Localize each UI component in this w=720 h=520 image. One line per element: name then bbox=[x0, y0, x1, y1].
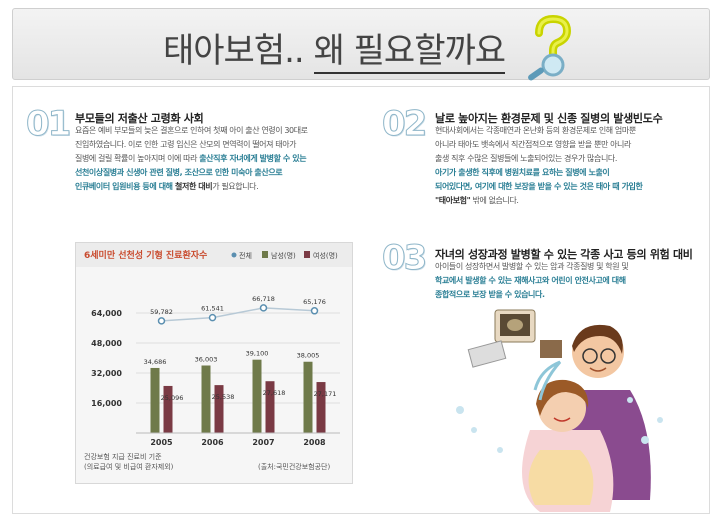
highlight-run: 출산직후 자녀에게 발병할 수 있는 bbox=[199, 154, 307, 163]
family-illustration bbox=[456, 309, 663, 512]
x-tick-label: 2005 bbox=[150, 438, 173, 447]
chart-svg: 6세미만 선천성 기형 진료환자수 전체 남성(명) 여성(명) 64,000 4… bbox=[76, 243, 352, 471]
highlight-run: 인큐베이터 입원비용 등에 대해 bbox=[75, 182, 176, 191]
x-tick-label: 2006 bbox=[201, 438, 224, 447]
text-run: 출생 직후 수많은 질병들에 노출되어있는 경우가 많습니다. bbox=[435, 154, 618, 163]
section-heading-02: 날로 높아지는 환경문제 및 신종 질병의 발생빈도수 bbox=[435, 112, 663, 125]
section-1-line: 진입하였습니다. 이로 인한 고령 임신은 산모의 면역력이 떨어져 태아가 bbox=[75, 138, 365, 152]
section-3-line: 아이들이 성장하면서 발병할 수 있는 암과 각종질병 및 학원 및 bbox=[435, 260, 690, 274]
question-magnifier-icon bbox=[528, 15, 572, 81]
y-tick-label: 48,000 bbox=[91, 339, 122, 348]
section-1-line: 질병에 걸릴 확률이 높아지며 이에 따라 출산직후 자녀에게 발병할 수 있는 bbox=[75, 152, 365, 166]
sparkle-dots bbox=[456, 397, 663, 453]
section-3-line: 학교에서 발생할 수 있는 재해사고와 어린이 안전사고에 대해 bbox=[435, 274, 690, 288]
bar-male bbox=[303, 361, 313, 433]
x-tick-label: 2008 bbox=[303, 438, 326, 447]
highlight-run: 학교에서 발생할 수 있는 재해사고와 어린이 안전사고에 대해 bbox=[435, 276, 626, 285]
section-2-line: 아기가 출생한 직후에 병원치료를 요하는 질병에 노출이 bbox=[435, 166, 685, 180]
header-banner: 태아보험.. 왜 필요할까요 bbox=[12, 8, 710, 81]
chart-source: (출처:국민건강보험공단) bbox=[258, 462, 330, 471]
highlight-run: 아기가 출생한 직후에 병원치료를 요하는 질병에 노출이 bbox=[435, 168, 610, 177]
highlight-run: 되어있다면, 여기에 대한 보장을 받을 수 있는 것은 태아 때 가입한 bbox=[435, 182, 643, 191]
keyboard bbox=[467, 340, 507, 368]
highlight-run: 선천이상질병과 신생아 관련 질병, 조산으로 인한 미숙아 출산으로 bbox=[75, 168, 283, 177]
section-1-line: 인큐베이터 입원비용 등에 대해 철저한 대비가 필요합니다. bbox=[75, 180, 365, 194]
text-run: 가 필요합니다. bbox=[212, 182, 259, 191]
bar-male-label: 36,003 bbox=[195, 355, 218, 363]
bar-female bbox=[265, 381, 275, 433]
bar-female-label: 27,171 bbox=[314, 390, 337, 398]
text-run: 요즘은 예비 부모들의 늦은 결혼으로 인하여 첫째 아이 출산 연령이 30대… bbox=[75, 126, 308, 135]
section-2-line: 출생 직후 수많은 질병들에 노출되어있는 경우가 많습니다. bbox=[435, 152, 685, 166]
legend-total-marker bbox=[231, 252, 237, 258]
bar-female bbox=[316, 382, 326, 433]
text-run: 밖에 없습니다. bbox=[470, 196, 519, 205]
section-2-line: "태아보험" 밖에 없습니다. bbox=[435, 194, 685, 208]
text-run: 현대사회에서는 각종매연과 온난화 등의 환경문제로 인해 엄마뿐 bbox=[435, 126, 636, 135]
total-label: 65,176 bbox=[303, 298, 326, 306]
legend-female: 여성(명) bbox=[313, 251, 338, 260]
bar-male-label: 39,100 bbox=[246, 350, 269, 358]
bar-female-label: 25,538 bbox=[212, 393, 235, 401]
section-number-03: 03 bbox=[381, 238, 427, 279]
highlight-run: 종합적으로 보장 받을 수 있습니다. bbox=[435, 290, 545, 299]
bar-male bbox=[150, 367, 160, 433]
section-2-line: 현대사회에서는 각종매연과 온난화 등의 환경문제로 인해 엄마뿐 bbox=[435, 124, 685, 138]
title-part2: 왜 필요할까요 bbox=[313, 31, 506, 74]
section-3-line: 종합적으로 보장 받을 수 있습니다. bbox=[435, 288, 690, 302]
bar-male-label: 38,005 bbox=[297, 352, 320, 360]
chart-note-line2: (의료급여 및 비급여 환자제외) bbox=[84, 462, 174, 471]
x-tick-label: 2007 bbox=[252, 438, 274, 447]
legend-male: 남성(명) bbox=[271, 251, 296, 260]
total-line bbox=[161, 307, 315, 322]
section-2-line: 되어있다면, 여기에 대한 보장을 받을 수 있는 것은 태아 때 가입한 bbox=[435, 180, 685, 194]
total-point bbox=[208, 313, 217, 322]
text-run: 아이들이 성장하면서 발병할 수 있는 암과 각종질병 및 학원 및 bbox=[435, 262, 629, 271]
bar-female-label: 25,096 bbox=[161, 394, 184, 402]
section-body-01: 요즘은 예비 부모들의 늦은 결혼으로 인하여 첫째 아이 출산 연령이 30대… bbox=[75, 124, 365, 194]
chart-box: 6세미만 선천성 기형 진료환자수 전체 남성(명) 여성(명) 64,000 4… bbox=[75, 242, 353, 484]
section-number-02: 02 bbox=[381, 104, 427, 145]
bold-run: "태아보험" bbox=[435, 196, 471, 205]
bar-female bbox=[214, 385, 224, 433]
bar-male bbox=[252, 359, 262, 433]
section-heading-03: 자녀의 성장과정 발병할 수 있는 각종 사고 등의 위험 대비 bbox=[435, 248, 693, 261]
text-run: 아니라 태아도 뱃속에서 직간접적으로 영향을 받을 뿐만 아니라 bbox=[435, 140, 631, 149]
legend-total: 전체 bbox=[239, 251, 252, 260]
probe-cable bbox=[533, 360, 562, 401]
total-label: 61,541 bbox=[201, 305, 224, 313]
ultrasound-screen bbox=[494, 309, 562, 358]
text-run: 질병에 걸릴 확률이 높아지며 이에 따라 bbox=[75, 154, 200, 163]
y-tick-label: 64,000 bbox=[91, 309, 122, 318]
bold-run: 철저한 대비 bbox=[175, 182, 213, 191]
y-tick-label: 16,000 bbox=[91, 399, 122, 408]
section-2-line: 아니라 태아도 뱃속에서 직간접적으로 영향을 받을 뿐만 아니라 bbox=[435, 138, 685, 152]
bar-male bbox=[201, 365, 211, 433]
y-tick-label: 32,000 bbox=[91, 369, 122, 378]
total-point bbox=[310, 307, 319, 315]
title-part1: 태아보험.. bbox=[163, 31, 305, 71]
section-heading-01: 부모들의 저출산 고령화 사회 bbox=[75, 112, 204, 125]
chart-title: 6세미만 선천성 기형 진료환자수 bbox=[84, 249, 207, 261]
text-run: 진입하였습니다. 이로 인한 고령 임신은 산모의 면역력이 떨어져 태아가 bbox=[75, 140, 297, 149]
bar-female-label: 27,618 bbox=[263, 389, 286, 397]
total-label: 66,718 bbox=[252, 295, 275, 303]
legend-male-marker bbox=[262, 251, 268, 258]
bar-female bbox=[163, 385, 173, 433]
page-title: 태아보험.. 왜 필요할까요 bbox=[163, 23, 506, 74]
section-1-line: 선천이상질병과 신생아 관련 질병, 조산으로 인한 미숙아 출산으로 bbox=[75, 166, 365, 180]
section-1-line: 요즘은 예비 부모들의 늦은 결혼으로 인하여 첫째 아이 출산 연령이 30대… bbox=[75, 124, 365, 138]
bar-male-label: 34,686 bbox=[144, 358, 167, 366]
legend-female-marker bbox=[304, 251, 310, 258]
total-label: 59,782 bbox=[150, 308, 173, 316]
total-point bbox=[157, 317, 166, 325]
mom-figure bbox=[522, 379, 614, 512]
chart-note-line1: 건강보험 지급 진료비 기준 bbox=[84, 452, 162, 461]
section-number-01: 01 bbox=[25, 104, 71, 145]
total-point bbox=[259, 304, 268, 312]
